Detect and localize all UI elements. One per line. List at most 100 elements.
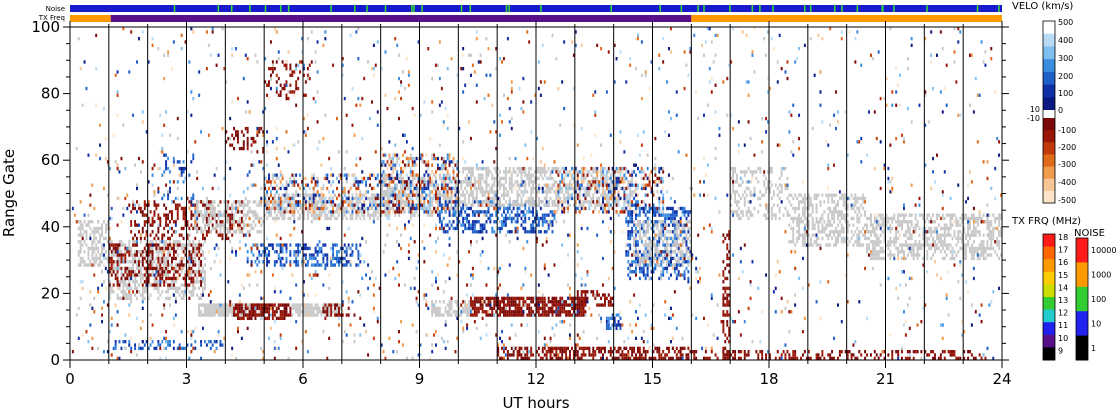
scatter-cell [402,170,404,174]
scatter-cell [192,250,195,254]
scatter-cell [627,193,630,197]
scatter-cell [625,166,628,171]
scatter-cell [174,256,177,261]
scatter-cell [450,200,453,204]
scatter-cell [320,206,323,211]
scatter-cell [687,220,690,224]
scatter-cell [159,283,162,287]
scatter-cell [182,256,185,261]
scatter-cell [155,263,158,267]
scatter-cell [481,186,484,191]
scatter-cell [128,293,131,297]
scatter-cell [470,190,472,194]
scatter-cell [644,176,647,181]
scatter-cell [417,190,420,194]
scatter-cell [130,220,133,224]
scatter-cell [497,296,500,301]
scatter-cell [462,166,465,171]
scatter-cell [149,250,152,254]
scatter-cell [165,280,168,284]
noise-bar-spike [751,5,754,12]
scatter-cell [293,176,296,181]
scatter-cell [116,253,119,257]
scatter-cell [567,193,570,197]
scatter-cell [398,203,401,207]
noise-bar-spike [804,5,806,12]
scatter-cell [223,306,226,311]
scatter-cell [270,243,272,247]
scatter-cell [415,193,418,197]
scatter-cell [130,270,133,274]
scatter-cell [271,206,274,211]
scatter-cell [392,196,395,201]
scatter-cell [646,256,649,261]
scatter-cell [386,210,389,214]
scatter-cell [413,173,416,177]
scatter-cell [207,206,210,211]
scatter-cell [503,193,505,197]
scatter-cell [227,136,230,141]
noise-bar-spike [680,5,683,12]
scatter-cell [244,243,247,247]
scatter-cell [283,316,286,321]
scatter-cell [532,173,535,177]
scatter-cell [675,243,678,247]
scatter-cell [528,203,531,207]
scatter-cell [380,210,383,214]
scatter-cell [640,166,643,171]
scatter-cell [376,193,379,197]
scatter-cell [475,200,478,204]
scatter-cell [619,170,622,174]
scatter-cell [118,263,121,267]
scatter-cell [99,256,102,261]
scatter-cell [454,210,457,214]
scatter-cell [275,316,278,321]
scatter-cell [316,206,319,211]
scatter-cell [271,196,274,201]
scatter-cell [689,240,692,244]
scatter-cell [260,126,263,131]
scatter-cell [266,256,269,261]
scatter-cell [654,250,657,254]
scatter-cell [194,280,197,284]
txfreq-bar-label: TX Freq [38,14,65,22]
scatter-cell [429,180,432,184]
scatter-cell [192,153,195,157]
scatter-cell [169,296,171,301]
scatter-cell [314,263,317,267]
scatter-cell [468,220,470,224]
scatter-cell [303,313,305,317]
scatter-cell [141,276,144,281]
scatter-cell [180,196,183,201]
scatter-cell [77,253,80,257]
scatter-cell [386,206,389,211]
scatter-cell [485,186,488,191]
scatter-cell [363,206,366,211]
scatter-cell [411,163,414,167]
scatter-cell [627,260,630,264]
scatter-cell [165,270,168,274]
scatter-cell [569,173,571,177]
scatter-cell [635,250,637,254]
scatter-cell [79,240,82,244]
scatter-cell [462,180,465,184]
scatter-cell [376,183,379,187]
scatter-cell [204,273,206,277]
scatter-cell [454,176,457,181]
scatter-cell [246,306,249,311]
scatter-cell [293,180,296,184]
scatter-cell [607,176,610,181]
scatter-cell [97,240,100,244]
scatter-cell [240,146,243,151]
scatter-cell [493,190,496,194]
scatter-cell [264,200,267,204]
scatter-cell [466,190,469,194]
scatter-cell [394,210,397,214]
scatter-cell [106,226,109,231]
scatter-cell [303,310,305,314]
scatter-cell [435,306,437,311]
scatter-cell [662,260,665,264]
scatter-cell [473,180,476,184]
scatter-cell [398,210,401,214]
scatter-cell [549,210,552,214]
